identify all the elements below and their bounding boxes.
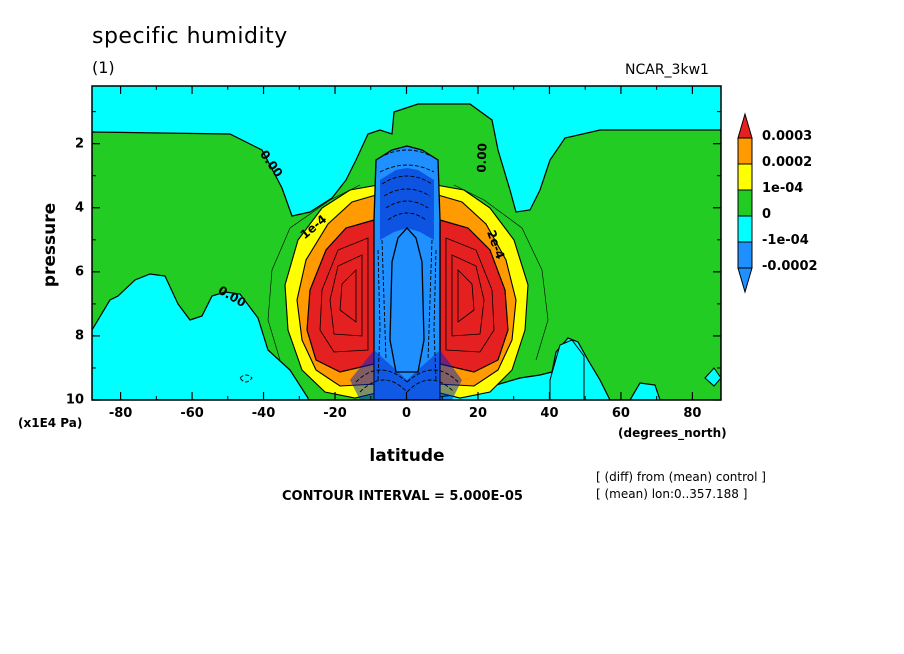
x-tick-label: 0 — [401, 406, 412, 421]
y-tick-label: 6 — [74, 264, 84, 280]
legend-level-label: -1e-04 — [762, 233, 809, 248]
y-axis-unit: (x1E4 Pa) — [18, 416, 83, 430]
x-tick-label: 20 — [468, 406, 488, 421]
y-tick-marks — [92, 111, 721, 401]
negative-region-polar-right — [704, 367, 721, 387]
deep-negative-shading — [380, 168, 434, 240]
contour-label: 0.00 — [474, 143, 489, 173]
model-label: NCAR_3kw1 — [625, 62, 709, 78]
color-legend-bar — [737, 112, 753, 294]
deep-negative-bottom — [350, 350, 462, 400]
legend-swatch — [737, 137, 753, 165]
legend-level-label: 0 — [762, 207, 772, 222]
x-tick-label: -60 — [180, 406, 204, 421]
diff-note: [ (diff) from (mean) control ] — [596, 470, 766, 484]
legend-swatch-min — [737, 267, 753, 294]
chart-title: specific humidity — [92, 24, 288, 49]
x-tick-marks — [119, 86, 694, 400]
x-tick-label: 40 — [540, 406, 559, 421]
legend-level-label: -0.0002 — [762, 259, 818, 274]
legend-swatch — [737, 163, 753, 191]
x-axis-unit: (degrees_north) — [618, 426, 727, 440]
legend-swatch — [737, 241, 753, 269]
legend-level-label: 1e-04 — [762, 181, 804, 196]
legend-swatch — [737, 215, 753, 243]
y-tick-label: 8 — [74, 328, 84, 344]
contour-interval: CONTOUR INTERVAL = 5.000E-05 — [282, 489, 523, 504]
legend-swatch-max — [737, 112, 753, 139]
negative-region-right-small — [549, 339, 585, 400]
x-tick-label: 80 — [683, 406, 702, 421]
x-tick-label: -80 — [108, 406, 133, 421]
x-tick-label: -20 — [323, 406, 347, 421]
red-core-contours — [319, 237, 495, 353]
chart-subtitle: (1) — [92, 58, 115, 77]
legend-level-label: 0.0003 — [762, 129, 813, 144]
thin-positive-contours — [267, 184, 549, 361]
y-tick-label: 2 — [74, 136, 84, 152]
y-tick-label: 4 — [74, 200, 84, 216]
y-tick-label: 10 — [65, 392, 84, 408]
x-axis-label: latitude — [369, 446, 445, 466]
x-tick-label: -40 — [251, 406, 276, 421]
legend-level-label: 0.0002 — [762, 155, 813, 170]
legend-swatch — [737, 189, 753, 217]
inner-column — [389, 227, 425, 373]
mean-note: [ (mean) lon:0..357.188 ] — [596, 487, 748, 501]
negative-region-left-lobe — [92, 273, 309, 400]
dashed-negative-contours — [239, 149, 459, 393]
x-tick-label: 60 — [611, 406, 630, 421]
